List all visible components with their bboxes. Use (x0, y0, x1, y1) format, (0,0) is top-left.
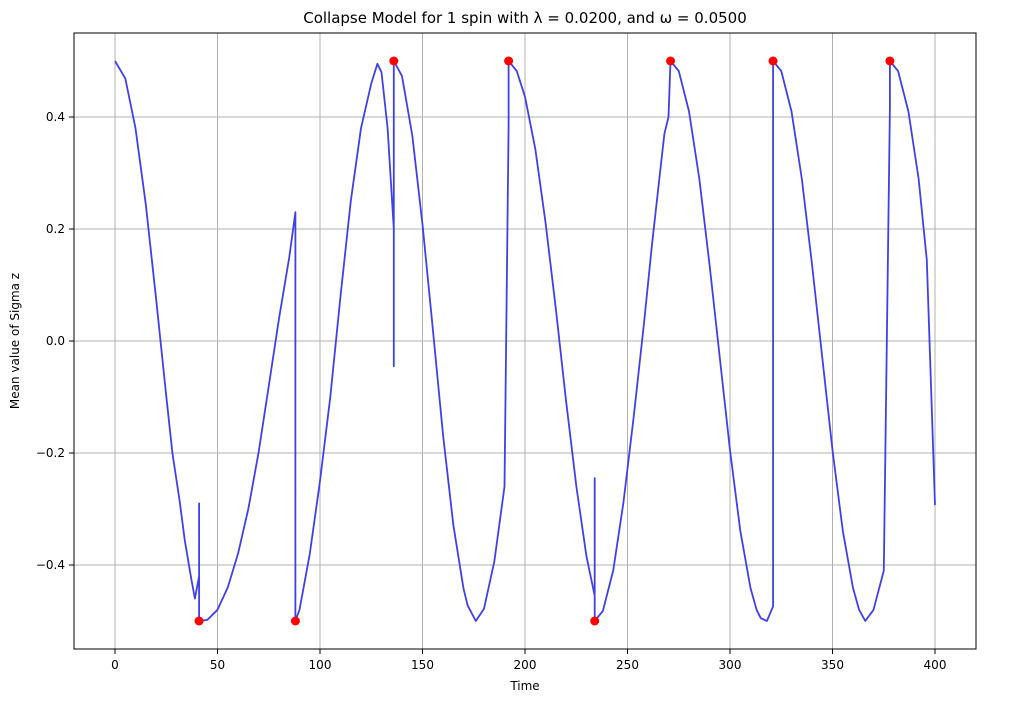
chart-title: Collapse Model for 1 spin with λ = 0.020… (303, 9, 747, 27)
collapse-marker (666, 56, 676, 66)
y-axis-label: Mean value of Sigma z (8, 273, 22, 409)
y-tick-label: 0.0 (46, 334, 65, 348)
x-tick-label: 50 (210, 658, 225, 672)
collapse-marker (389, 56, 399, 66)
y-tick-label: 0.2 (46, 222, 65, 236)
y-tick-label: −0.2 (36, 446, 65, 460)
x-tick-label: 0 (111, 658, 119, 672)
x-tick-label: 250 (616, 658, 639, 672)
sigma-z-line (114, 60, 936, 622)
collapse-marker (885, 56, 895, 66)
x-tick-label: 400 (924, 658, 947, 672)
collapse-marker (290, 616, 300, 626)
x-tick-label: 100 (309, 658, 332, 672)
grid (74, 33, 976, 649)
x-tick-label: 200 (514, 658, 537, 672)
collapse-marker (194, 616, 204, 626)
axis-ticks: 0 50 100 150 200 250 300 350 400 −0.4 −0.2 0.0 0.2 0.… (36, 110, 947, 672)
x-tick-label: 300 (719, 658, 742, 672)
collapse-marker (768, 56, 778, 66)
x-tick-label: 350 (821, 658, 844, 672)
y-tick-label: 0.4 (46, 110, 65, 124)
collapse-marker (504, 56, 514, 66)
series-area (114, 56, 936, 626)
y-tick-label: −0.4 (36, 558, 65, 572)
x-axis-label: Time (509, 679, 539, 693)
collapse-marker (590, 616, 600, 626)
x-tick-label: 150 (411, 658, 434, 672)
